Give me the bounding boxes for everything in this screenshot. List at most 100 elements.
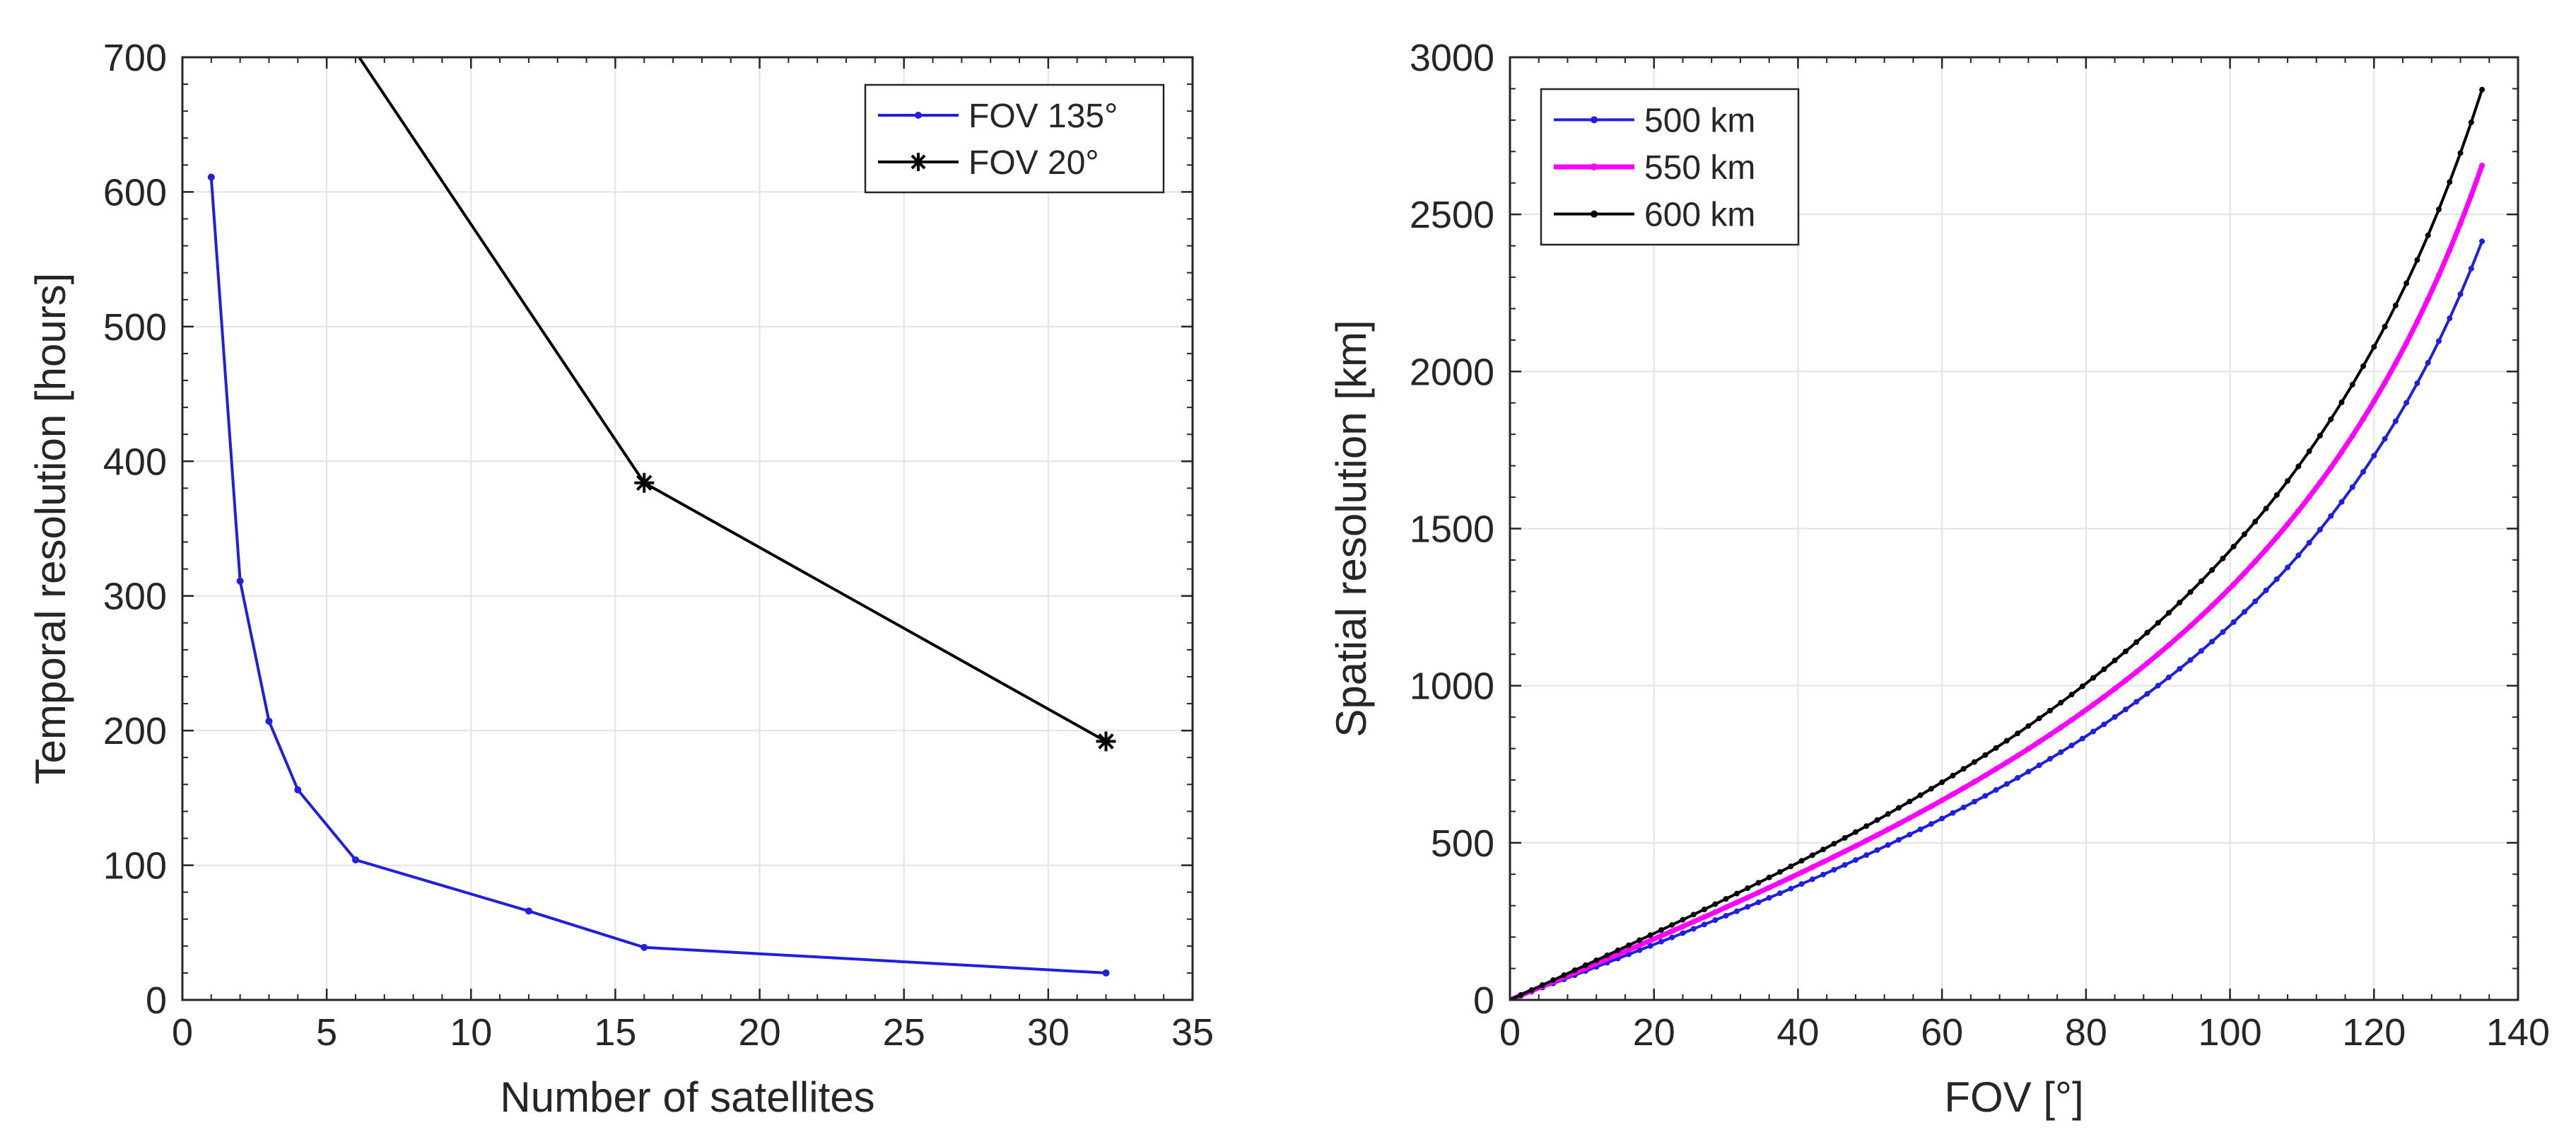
data-point <box>236 577 244 585</box>
data-point <box>1102 969 1110 977</box>
x-tick-label: 80 <box>2065 1011 2107 1054</box>
data-point <box>2295 552 2302 559</box>
data-point <box>1745 895 1751 901</box>
y-tick-label: 100 <box>103 845 167 887</box>
data-point <box>2112 714 2118 720</box>
data-point <box>2068 743 2075 749</box>
data-point <box>1960 804 1967 810</box>
data-point <box>1669 934 1675 941</box>
data-point <box>2338 399 2345 405</box>
legend-box <box>864 83 1165 194</box>
x-tick-label: 0 <box>172 1011 193 1054</box>
data-point <box>2295 508 2302 514</box>
y-tick-label: 0 <box>146 979 167 1022</box>
data-point <box>1561 972 1567 979</box>
data-point <box>2435 338 2442 344</box>
data-point <box>1766 885 1772 891</box>
data-point <box>1669 928 1675 934</box>
data-point <box>1755 899 1762 906</box>
data-point <box>1723 904 1729 911</box>
x-tick-label: 35 <box>1171 1011 1214 1054</box>
data-point <box>1626 947 1632 953</box>
data-point <box>1766 874 1772 880</box>
data-point <box>294 786 302 793</box>
data-point <box>2371 453 2377 459</box>
data-point <box>1776 869 1783 875</box>
x-tick-label: 30 <box>1027 1011 1070 1054</box>
data-point <box>2047 756 2053 762</box>
data-point <box>2133 699 2140 705</box>
data-point <box>2198 613 2204 619</box>
data-point <box>2187 623 2194 629</box>
y-axis-label: Temporal resolution [hours] <box>27 273 74 785</box>
data-point <box>2101 666 2107 673</box>
data-point <box>2036 739 2042 745</box>
data-point <box>1842 862 1848 868</box>
data-point <box>1982 752 1989 758</box>
x-tick-label: 20 <box>1633 1011 1675 1054</box>
data-point <box>2468 265 2474 272</box>
data-point <box>1680 924 1686 930</box>
data-point <box>2360 363 2367 369</box>
data-point <box>2285 521 2291 528</box>
data-point <box>2003 759 2010 766</box>
data-point <box>2382 436 2388 442</box>
data-point <box>2328 513 2334 519</box>
data-point <box>1820 859 1827 866</box>
data-point <box>1680 930 1686 936</box>
data-point <box>1733 890 1740 897</box>
x-tick-label: 140 <box>2486 1011 2550 1054</box>
data-point <box>2263 587 2269 593</box>
data-point <box>1896 837 1902 843</box>
data-point <box>1993 787 1999 793</box>
data-point <box>2414 257 2420 263</box>
legend-marker <box>1591 163 1598 170</box>
data-point <box>2349 433 2355 439</box>
temporal-resolution-chart: 0 5 10 15 20 25 30 35 0 100 200 300 400 500 600 700 Numb… <box>27 37 1214 1121</box>
data-point <box>2079 735 2085 742</box>
data-point <box>2241 609 2247 615</box>
data-point <box>1939 797 1945 803</box>
data-point <box>2273 576 2280 582</box>
x-tick-label: 15 <box>594 1011 636 1054</box>
data-point <box>2198 648 2204 654</box>
data-point <box>2447 315 2453 322</box>
data-point <box>1831 854 1837 860</box>
data-point <box>2112 685 2118 692</box>
data-point <box>1658 933 1664 939</box>
data-point <box>2317 527 2323 533</box>
x-tick-label: 0 <box>1499 1011 1521 1054</box>
data-point <box>1917 809 1924 815</box>
data-point <box>1593 957 1600 963</box>
data-point <box>1950 791 1956 798</box>
data-point <box>1928 821 1934 827</box>
data-point <box>1690 919 1697 925</box>
data-point <box>2209 602 2215 609</box>
data-point <box>2122 706 2129 713</box>
x-tick-label: 10 <box>450 1011 492 1054</box>
data-point <box>2328 465 2334 471</box>
data-point <box>2220 555 2226 561</box>
data-point <box>1809 852 1815 858</box>
data-point <box>1852 829 1858 835</box>
data-point <box>1755 880 1762 886</box>
data-point <box>1820 846 1827 853</box>
data-point <box>1993 766 1999 772</box>
data-point <box>1626 942 1632 948</box>
legend-label: FOV 20° <box>968 144 1099 182</box>
data-point <box>1637 937 1643 943</box>
data-point <box>2457 221 2464 227</box>
series-group <box>1510 86 2486 1000</box>
data-point <box>2025 769 2032 775</box>
data-point <box>1842 849 1848 855</box>
data-point <box>2220 629 2226 635</box>
y-tick-label: 200 <box>103 710 167 752</box>
data-point <box>1550 977 1557 984</box>
data-point <box>1637 947 1643 953</box>
y-tick-label: 300 <box>103 576 167 618</box>
data-point <box>2435 206 2442 213</box>
data-point <box>1874 847 1880 854</box>
data-point <box>1658 927 1664 933</box>
y-tick-label: 700 <box>103 37 167 79</box>
data-point <box>1809 864 1815 871</box>
